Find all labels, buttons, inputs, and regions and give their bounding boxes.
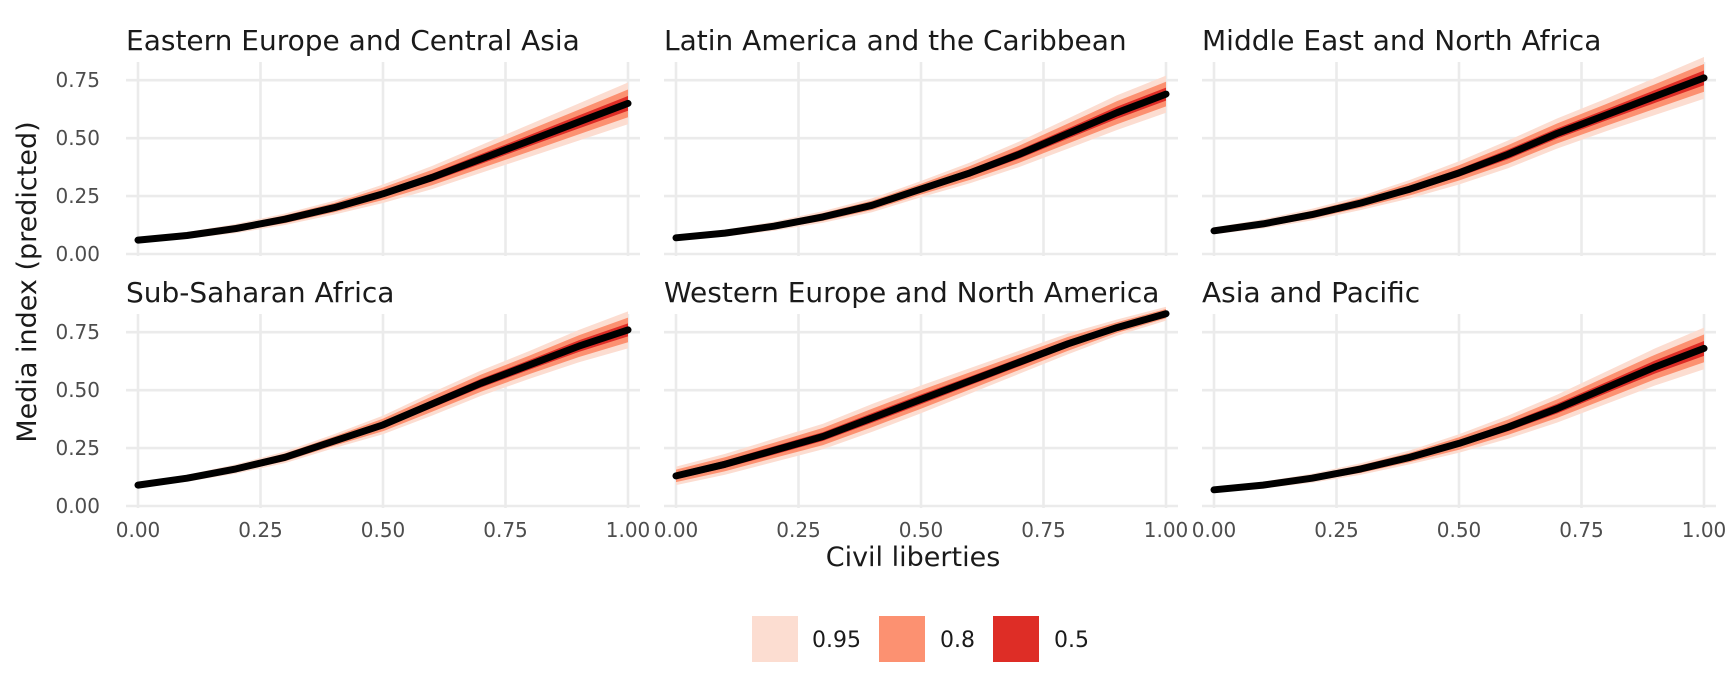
x-tick-label: 1.00 xyxy=(606,518,651,542)
legend-label: 0.5 xyxy=(1054,628,1089,653)
y-tick-label: 0.50 xyxy=(55,378,100,402)
x-tick-label: 0.00 xyxy=(654,518,699,542)
panel-title: Latin America and the Caribbean xyxy=(664,24,1127,57)
legend-key xyxy=(879,616,925,662)
x-tick-label: 0.25 xyxy=(1314,518,1359,542)
panel-title: Asia and Pacific xyxy=(1202,276,1420,309)
x-tick-label: 0.50 xyxy=(361,518,406,542)
panel-title: Western Europe and North America xyxy=(664,276,1159,309)
y-tick-label: 0.75 xyxy=(55,320,100,344)
x-tick-label: 0.50 xyxy=(1437,518,1482,542)
median-line xyxy=(1210,74,1708,235)
facet-panel: Middle East and North Africa xyxy=(1202,24,1716,256)
legend-label: 0.8 xyxy=(940,628,975,653)
y-tick-label: 0.50 xyxy=(55,126,100,150)
panel-title: Eastern Europe and Central Asia xyxy=(126,24,580,57)
legend-label: 0.95 xyxy=(812,628,861,653)
y-tick-label: 0.25 xyxy=(55,436,100,460)
y-axis-title: Media index (predicted) xyxy=(12,121,43,442)
chart-panels: Eastern Europe and Central Asia 0.00 0.25 0… xyxy=(55,24,1726,542)
facet-panel: Eastern Europe and Central Asia 0.00 0.25 0… xyxy=(55,24,640,266)
x-tick-label: 0.00 xyxy=(1192,518,1237,542)
x-tick-label: 0.75 xyxy=(1559,518,1604,542)
panel-title: Sub-Saharan Africa xyxy=(126,276,394,309)
legend-key xyxy=(752,616,798,662)
x-tick-label: 0.25 xyxy=(238,518,283,542)
x-tick-label: 1.00 xyxy=(1144,518,1189,542)
panel-title: Middle East and North Africa xyxy=(1202,24,1601,57)
legend-key xyxy=(993,616,1039,662)
legend: 0.95 0.8 0.5 xyxy=(752,616,1089,662)
x-tick-label: 0.50 xyxy=(899,518,944,542)
x-tick-label: 1.00 xyxy=(1682,518,1727,542)
y-tick-label: 0.00 xyxy=(55,242,100,266)
median-line xyxy=(134,99,632,244)
y-tick-label: 0.00 xyxy=(55,494,100,518)
x-tick-label: 0.00 xyxy=(116,518,161,542)
median-line xyxy=(1210,344,1708,494)
median-line xyxy=(134,326,632,489)
x-tick-label: 0.25 xyxy=(776,518,821,542)
facet-panel: Western Europe and North America 0.00 0.25… xyxy=(654,276,1189,542)
y-tick-label: 0.25 xyxy=(55,184,100,208)
median-line xyxy=(672,310,1170,480)
x-tick-label: 0.75 xyxy=(483,518,528,542)
facet-panel: Sub-Saharan Africa 0.00 0.25 0.50 0.75 0.00 0.… xyxy=(55,276,650,542)
x-tick-label: 0.75 xyxy=(1021,518,1066,542)
x-axis-title: Civil liberties xyxy=(826,542,1001,573)
median-line xyxy=(672,90,1170,242)
facet-panel: Asia and Pacific 0.00 0.25 0.50 0.75 1.00 xyxy=(1192,276,1727,542)
y-tick-label: 0.75 xyxy=(55,68,100,92)
facet-panel: Latin America and the Caribbean xyxy=(664,24,1178,256)
